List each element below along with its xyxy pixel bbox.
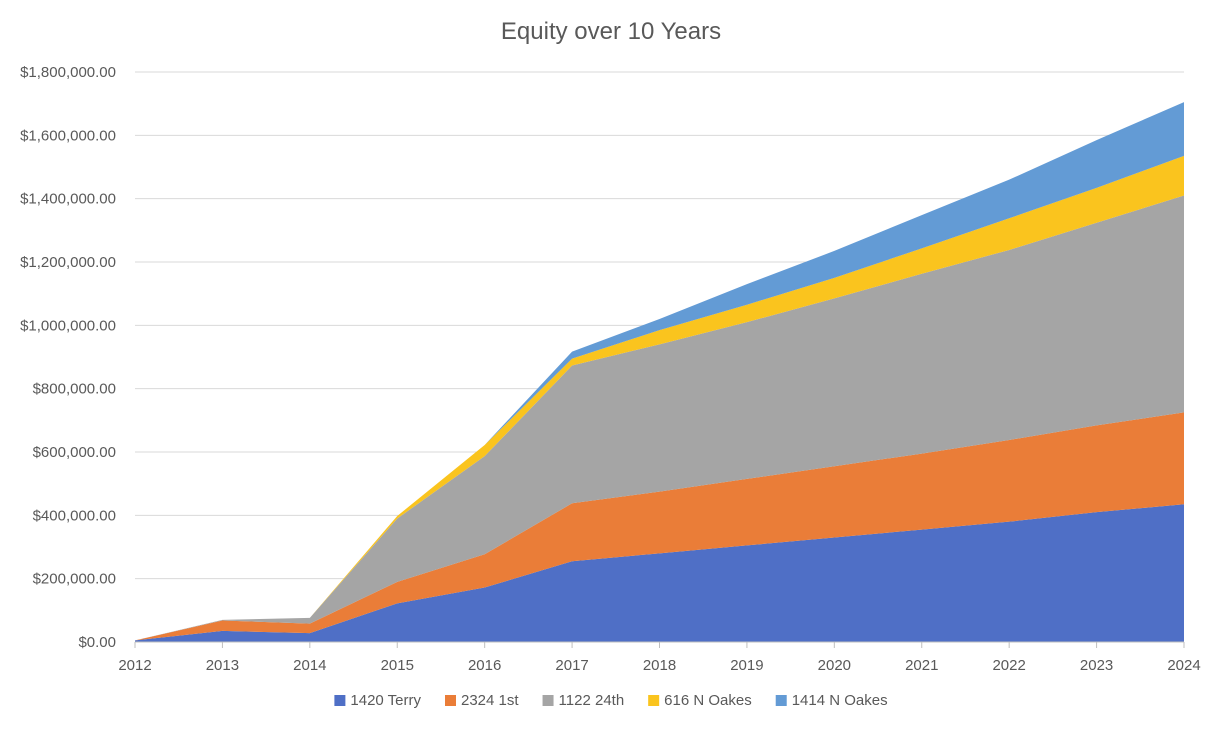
x-tick-label: 2015: [381, 657, 414, 674]
y-tick-label: $1,400,000.00: [20, 191, 116, 208]
area-series-4: [135, 155, 1184, 641]
x-tick-label: 2020: [818, 657, 851, 674]
x-tick-label: 2019: [730, 657, 763, 674]
x-tick-label: 2023: [1080, 657, 1113, 674]
legend-swatch: [648, 695, 660, 706]
area-series-5: [135, 102, 1184, 641]
area-layer: [135, 102, 1184, 642]
axis-layer: $0.00 $200,000.00 $400,000.00 $600,000.00 $8…: [20, 64, 1201, 674]
x-tick-label: 2024: [1167, 657, 1200, 674]
y-tick-label: $600,000.00: [33, 444, 116, 461]
legend-item: 1420 Terry: [334, 692, 421, 709]
legend-swatch: [542, 695, 554, 706]
y-tick-label: $1,000,000.00: [20, 317, 116, 334]
x-tick-label: 2022: [992, 657, 1025, 674]
x-tick-label: 2016: [468, 657, 501, 674]
legend-label: 616 N Oakes: [664, 692, 752, 709]
legend-swatch: [775, 695, 787, 706]
y-tick-label: $1,200,000.00: [20, 254, 116, 271]
y-tick-label: $400,000.00: [33, 507, 116, 524]
legend-label: 2324 1st: [461, 692, 519, 709]
legend-label: 1122 24th: [559, 692, 625, 709]
chart-title: Equity over 10 Years: [501, 18, 721, 45]
y-tick-label: $1,600,000.00: [20, 127, 116, 144]
area-series-1: [135, 504, 1184, 642]
legend-item: 616 N Oakes: [648, 692, 752, 709]
area-series-2: [135, 412, 1184, 641]
legend-item: 2324 1st: [445, 692, 519, 709]
x-tick-label: 2013: [206, 657, 239, 674]
legend-item: 1122 24th: [542, 692, 625, 709]
legend: 1420 Terry 2324 1st 1122 24th 616 N Oakes 14…: [334, 692, 888, 709]
y-tick-label: $1,800,000.00: [20, 64, 116, 81]
legend-label: 1414 N Oakes: [792, 692, 888, 709]
y-tick-label: $0.00: [78, 634, 116, 651]
x-tick-label: 2021: [905, 657, 938, 674]
y-tick-label: $200,000.00: [33, 571, 116, 588]
y-tick-label: $800,000.00: [33, 381, 116, 398]
x-tick-label: 2017: [555, 657, 588, 674]
legend-swatch: [334, 695, 346, 706]
legend-label: 1420 Terry: [350, 692, 421, 709]
x-tick-label: 2012: [118, 657, 151, 674]
legend-swatch: [445, 695, 456, 706]
area-series-3: [135, 195, 1184, 641]
x-tick-label: 2014: [293, 657, 326, 674]
x-tick-label: 2018: [643, 657, 676, 674]
legend-item: 1414 N Oakes: [775, 692, 888, 709]
